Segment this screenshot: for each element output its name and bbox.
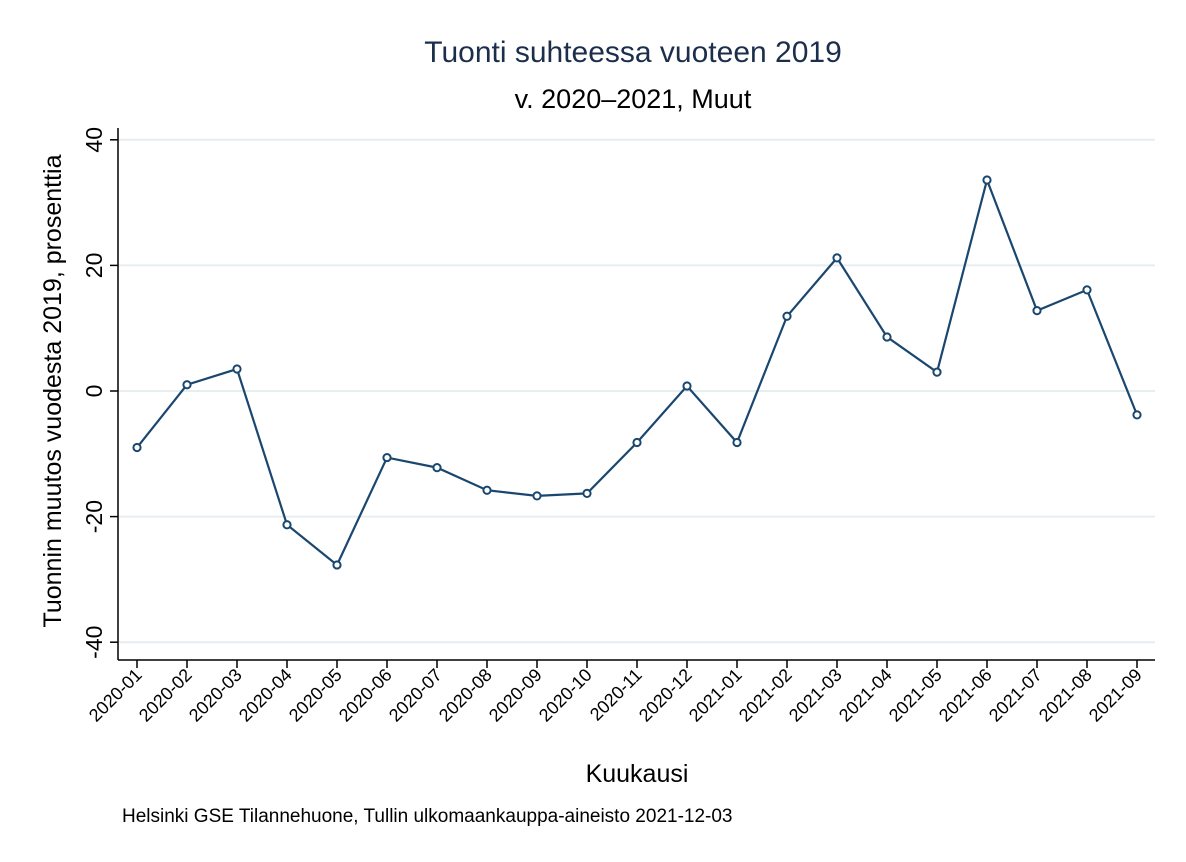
data-point xyxy=(1132,410,1142,420)
data-point xyxy=(882,332,892,342)
chart-title: Tuonti suhteessa vuoteen 2019 xyxy=(424,36,842,69)
x-tick-label: 2020-05 xyxy=(285,665,346,726)
x-tick-label: 2021-02 xyxy=(735,665,796,726)
chart-subtitle: v. 2020–2021, Muut xyxy=(515,84,752,114)
data-point xyxy=(432,463,442,473)
y-tick-label: 0 xyxy=(81,385,107,398)
data-point xyxy=(832,253,842,263)
y-tick-label: 20 xyxy=(81,253,107,279)
x-tick-label: 2021-09 xyxy=(1085,665,1146,726)
x-tick-label: 2021-01 xyxy=(685,665,746,726)
x-tick-label: 2021-08 xyxy=(1035,665,1096,726)
data-point xyxy=(732,437,742,448)
data-point xyxy=(532,491,542,501)
x-tick-label: 2020-02 xyxy=(135,665,196,726)
data-point xyxy=(282,520,292,530)
data-point xyxy=(582,488,592,498)
data-point xyxy=(632,437,642,448)
x-tick-label: 2021-07 xyxy=(985,665,1046,726)
x-tick-label: 2020-08 xyxy=(435,665,496,726)
gridlines xyxy=(118,138,1155,644)
y-tick-label: -20 xyxy=(81,500,107,533)
x-tick-label: 2021-04 xyxy=(835,665,896,726)
x-tick-label: 2020-10 xyxy=(535,665,596,726)
data-point xyxy=(382,452,392,463)
x-tick-label: 2020-07 xyxy=(385,665,446,726)
source-note: Helsinki GSE Tilannehuone, Tullin ulkoma… xyxy=(122,806,733,827)
series-line xyxy=(136,176,1139,567)
x-tick-label: 2020-06 xyxy=(335,665,396,726)
data-point xyxy=(132,442,142,453)
data-point xyxy=(982,175,992,185)
y-tick-label: -40 xyxy=(81,626,107,659)
x-tick-label: 2020-11 xyxy=(586,665,646,725)
x-axis-title: Kuukausi xyxy=(586,760,689,788)
x-tick-label: 2020-12 xyxy=(635,665,696,726)
x-tick-label: 2020-03 xyxy=(185,665,246,726)
series xyxy=(132,175,1142,570)
y-axis-title: Tuonnin muutos vuodesta 2019, prosenttia xyxy=(39,154,67,627)
data-point xyxy=(1082,285,1092,295)
x-tick-label: 2020-04 xyxy=(235,665,296,726)
x-tick-label: 2021-03 xyxy=(785,665,846,726)
data-point xyxy=(232,364,242,374)
data-point xyxy=(182,380,192,390)
axes: 40200-20-402020-012020-022020-032020-042… xyxy=(81,127,1155,726)
x-tick-label: 2021-06 xyxy=(935,665,996,726)
data-point xyxy=(932,367,942,377)
x-tick-label: 2020-01 xyxy=(85,665,146,726)
x-tick-label: 2021-05 xyxy=(885,665,946,726)
data-point xyxy=(682,381,692,391)
y-tick-label: 40 xyxy=(81,127,107,153)
data-point xyxy=(1032,306,1042,316)
data-point xyxy=(482,485,492,495)
data-point xyxy=(332,560,342,570)
x-tick-label: 2020-09 xyxy=(485,665,546,726)
data-point xyxy=(782,311,792,321)
